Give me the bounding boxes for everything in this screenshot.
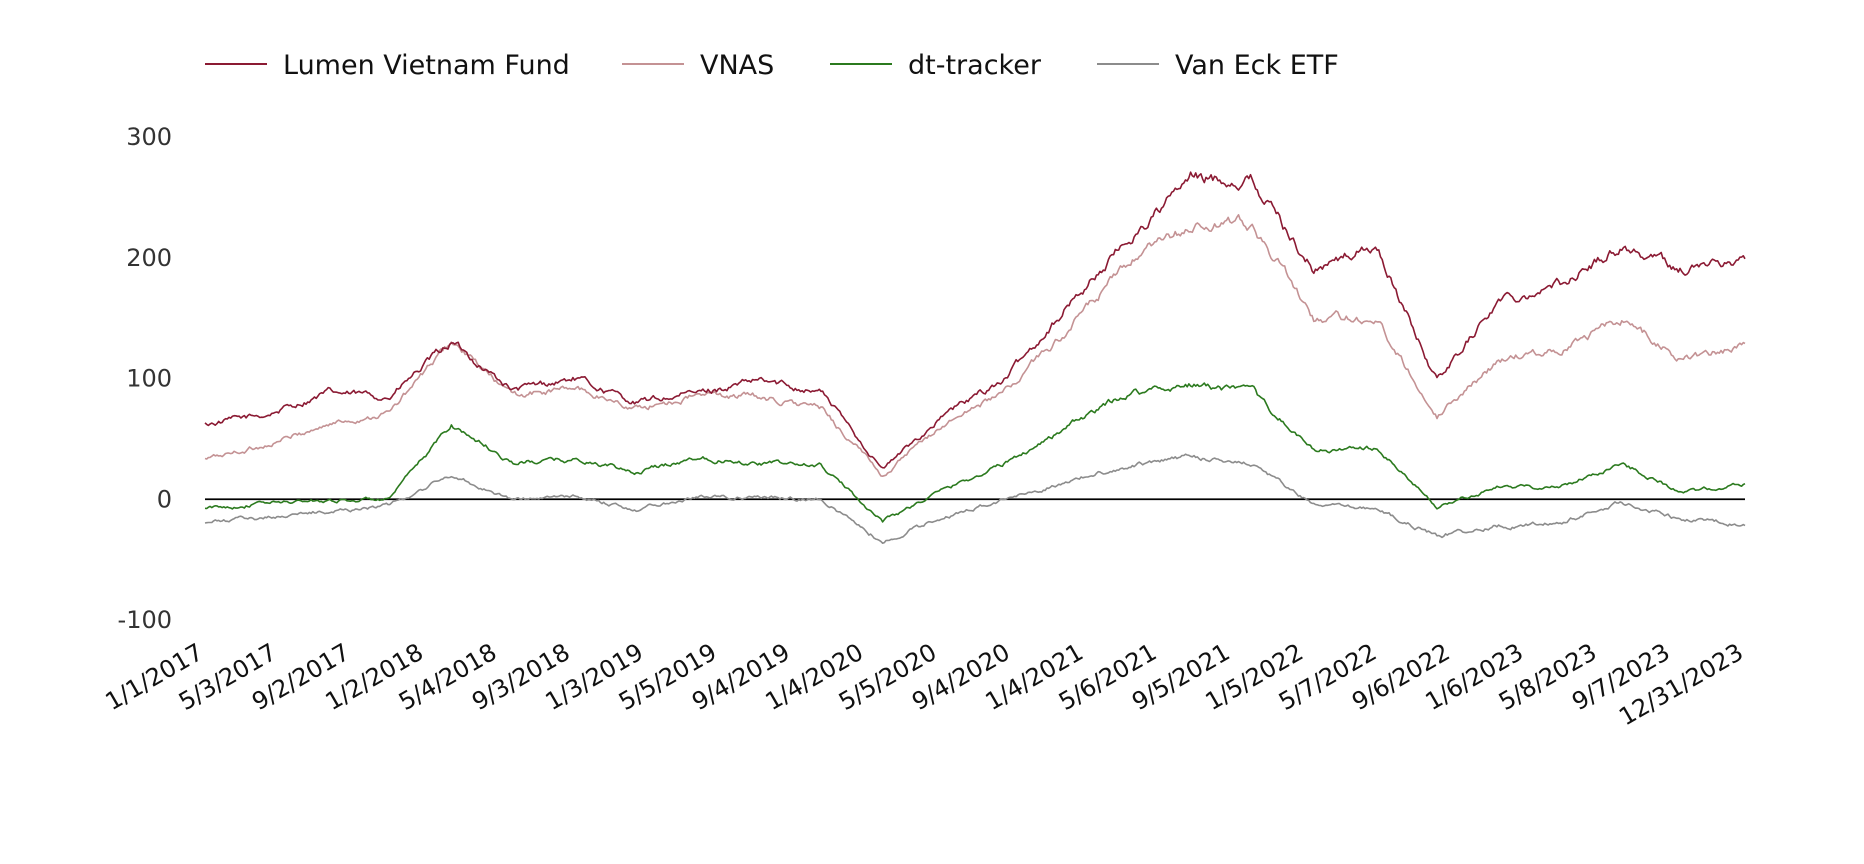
series-line-lumen-vietnam-fund — [204, 171, 1746, 469]
legend-label-dt-tracker: dt-tracker — [908, 50, 1042, 81]
y-tick-label: 100 — [126, 365, 172, 393]
y-tick-label: 300 — [126, 123, 172, 151]
series-lines — [204, 171, 1746, 545]
y-axis: 300 200 100 0 -100 — [118, 123, 172, 634]
series-line-van-eck-etf — [204, 453, 1746, 545]
legend-label-vnas: VNAS — [700, 50, 774, 81]
series-line-vnas — [204, 214, 1746, 478]
legend-label-van-eck-etf: Van Eck ETF — [1175, 50, 1339, 81]
series-line-dt-tracker — [204, 382, 1746, 523]
legend: Lumen Vietnam Fund VNAS dt-tracker Van Eck … — [205, 50, 1339, 81]
y-tick-label: -100 — [118, 606, 172, 634]
x-axis: 1/1/20175/3/20179/2/20171/2/20185/4/2018… — [101, 638, 1748, 731]
y-tick-label: 200 — [126, 244, 172, 272]
y-tick-label: 0 — [157, 485, 172, 513]
legend-label-lumen-vietnam-fund: Lumen Vietnam Fund — [283, 50, 570, 81]
